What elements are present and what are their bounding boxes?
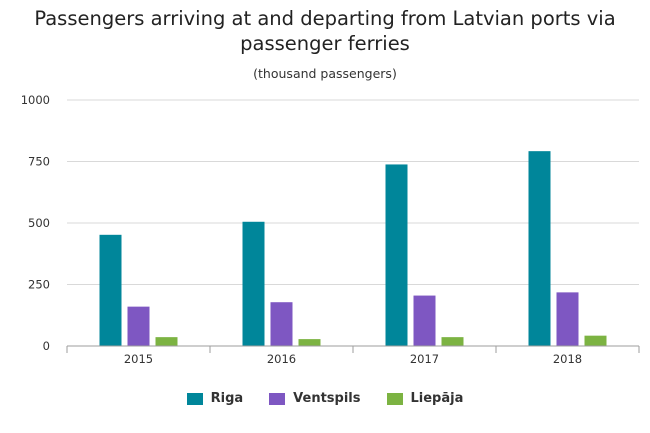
y-tick-label: 750 <box>28 155 50 169</box>
legend-swatch <box>386 392 403 405</box>
y-tick-label: 0 <box>43 339 50 353</box>
bar-riga-2018[interactable] <box>528 151 551 346</box>
legend-item[interactable]: Riga <box>186 391 244 406</box>
x-axis: 2015 2016 2017 2018 <box>66 345 640 366</box>
x-tick-label: 2015 <box>124 352 153 366</box>
legend-item[interactable]: Ventspils <box>269 391 361 406</box>
x-tick-label: 2016 <box>267 352 296 366</box>
y-tick-label: 500 <box>28 216 50 230</box>
gridlines <box>67 99 639 285</box>
legend: Riga Ventspils Liepāja <box>0 391 650 406</box>
bar-liepāja-2016[interactable] <box>298 339 321 346</box>
y-tick-label: 250 <box>28 278 50 292</box>
x-tick-label: 2017 <box>410 352 439 366</box>
legend-swatch <box>186 392 203 405</box>
bar-liepāja-2015[interactable] <box>155 337 178 346</box>
chart-subtitle: (thousand passengers) <box>253 66 397 81</box>
legend-item[interactable]: Liepāja <box>386 391 464 406</box>
bar-liepāja-2018[interactable] <box>584 335 607 346</box>
bar-riga-2015[interactable] <box>99 234 122 346</box>
bar-ventspils-2018[interactable] <box>556 292 579 346</box>
bar-ventspils-2017[interactable] <box>413 295 436 346</box>
legend-label: Ventspils <box>293 391 361 406</box>
bars <box>99 151 607 346</box>
bar-ventspils-2015[interactable] <box>127 306 150 346</box>
bar-riga-2016[interactable] <box>242 221 265 346</box>
bar-ventspils-2016[interactable] <box>270 302 293 346</box>
y-axis-ticks: 0 250 500 750 1000 <box>21 93 50 353</box>
chart-title: Passengers arriving at and departing fro… <box>34 7 616 55</box>
legend-swatch <box>269 392 286 405</box>
bar-liepāja-2017[interactable] <box>441 337 464 346</box>
x-tick-label: 2018 <box>553 352 582 366</box>
y-tick-label: 1000 <box>21 93 50 107</box>
legend-label: Riga <box>210 391 244 406</box>
legend-label: Liepāja <box>410 391 464 406</box>
bar-riga-2017[interactable] <box>385 164 408 346</box>
